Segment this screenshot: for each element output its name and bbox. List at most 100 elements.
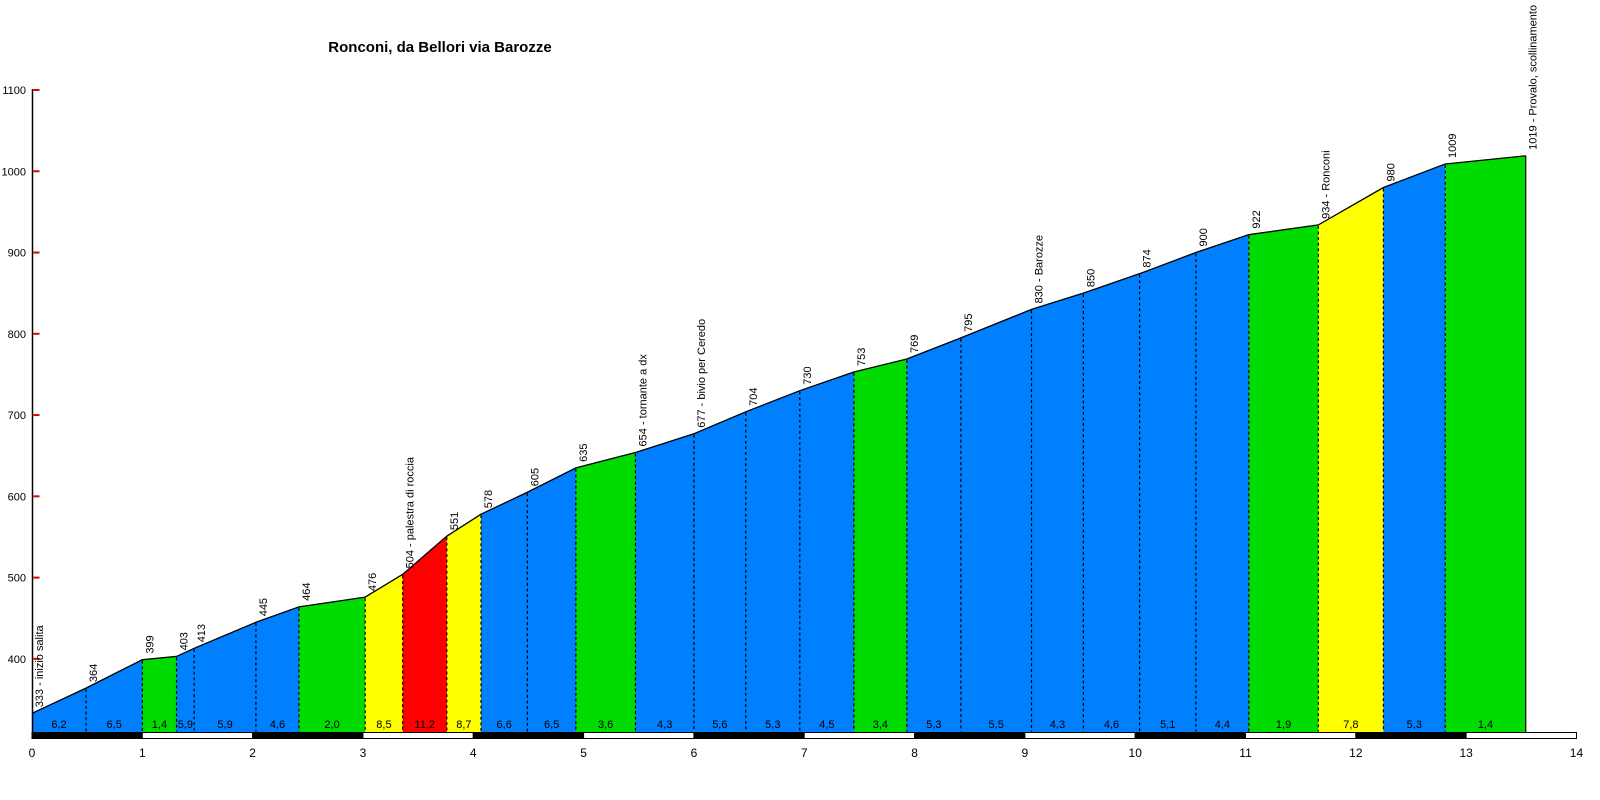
profile-segment-area: [1083, 273, 1141, 732]
y-axis-tick-label: 900: [8, 248, 26, 260]
elevation-point-label: 413: [196, 624, 208, 642]
segment-gradient-label: 5,3: [765, 719, 780, 731]
segment-gradient-label: 8,5: [376, 719, 391, 731]
km-ruler-segment: [362, 732, 474, 739]
profile-segment-area: [635, 433, 695, 732]
elevation-point-label: 635: [578, 444, 590, 462]
segment-gradient-label: 3,4: [873, 719, 888, 731]
profile-segment-area: [255, 606, 300, 732]
km-ruler-segment: [583, 732, 695, 739]
segment-gradient-label: 3,6: [598, 719, 613, 731]
profile-segment-area: [1195, 234, 1250, 732]
segment-gradient-label: 4,6: [1104, 719, 1119, 731]
x-axis-km-label: 4: [470, 746, 477, 760]
segment-gradient-label: 11,2: [414, 719, 435, 731]
profile-segment-area: [481, 492, 528, 732]
segment-gradient-label: 4,5: [819, 719, 834, 731]
elevation-point-label: 769: [909, 335, 921, 353]
profile-segment-area: [176, 648, 195, 732]
segment-gradient-label: 5,6: [712, 719, 727, 731]
profile-segment-area: [527, 467, 577, 732]
segment-gradient-label: 6,5: [107, 719, 122, 731]
profile-segment-area: [365, 574, 404, 732]
y-axis-tick-label: 800: [8, 329, 26, 341]
segment-gradient-label: 8,7: [456, 719, 471, 731]
km-ruler-segment: [252, 732, 364, 739]
km-ruler-segment: [803, 732, 916, 739]
profile-segment-area: [799, 371, 855, 732]
x-axis-km-label: 3: [360, 746, 367, 760]
profile-segment-area: [142, 656, 178, 732]
x-axis-km-label: 10: [1129, 746, 1143, 760]
km-ruler-segment: [141, 732, 254, 739]
x-axis-km-label: 7: [801, 746, 808, 760]
elevation-point-label: 704: [748, 387, 760, 405]
elevation-point-label: 980: [1385, 163, 1397, 181]
profile-segment-area: [853, 358, 908, 732]
km-ruler-segment: [472, 732, 585, 739]
x-axis-km-label: 13: [1459, 746, 1473, 760]
segment-gradient-label: 5,1: [1160, 719, 1175, 731]
km-ruler-segment: [693, 732, 805, 739]
km-ruler-segment: [1134, 732, 1247, 739]
elevation-point-label: 605: [529, 468, 541, 486]
elevation-point-label: 578: [483, 490, 495, 508]
profile-segment-area: [402, 536, 448, 732]
segment-gradient-label: 1,4: [152, 719, 167, 731]
x-axis-km-label: 12: [1349, 746, 1363, 760]
profile-segment-area: [194, 622, 257, 732]
y-axis-tick-label: 1000: [2, 166, 26, 178]
km-ruler-segment: [1355, 732, 1467, 739]
elevation-point-label: 934 - Ronconi: [1320, 150, 1332, 219]
y-axis-tick-label: 700: [8, 410, 26, 422]
elevation-point-label: 364: [88, 664, 100, 682]
segment-gradient-label: 7,8: [1343, 719, 1358, 731]
elevation-point-label: 850: [1085, 269, 1097, 287]
profile-segment-area: [693, 411, 747, 732]
profile-segment-area: [1383, 163, 1446, 732]
elevation-point-label: 445: [258, 598, 270, 616]
elevation-point-label: 1019 - Provalo, scollinamento: [1528, 5, 1540, 150]
elevation-point-label: 730: [802, 366, 814, 384]
km-ruler-segment: [1465, 732, 1577, 739]
x-axis-km-label: 11: [1239, 746, 1252, 760]
x-axis-km-label: 5: [580, 746, 587, 760]
elevation-point-label: 677 - bivio per Ceredo: [696, 319, 708, 428]
profile-segment-area: [1445, 155, 1526, 732]
x-axis-km-label: 0: [29, 746, 36, 760]
profile-segment-area: [1248, 224, 1319, 733]
elevation-point-label: 753: [856, 348, 868, 366]
elevation-point-label: 399: [144, 635, 156, 653]
segment-gradient-label: 4,3: [1050, 719, 1065, 731]
km-ruler-segment: [1024, 732, 1136, 739]
segment-gradient-label: 5,3: [1407, 719, 1422, 731]
km-ruler-segment: [31, 732, 143, 739]
segment-gradient-label: 5,9: [178, 719, 193, 731]
profile-segment-area: [1318, 187, 1385, 732]
profile-segment-area: [86, 659, 143, 732]
y-axis-tick-label: 600: [8, 491, 26, 503]
segment-gradient-label: 6,5: [544, 719, 559, 731]
profile-segment-area: [32, 688, 87, 732]
segment-gradient-label: 6,2: [51, 719, 66, 731]
profile-segment-area: [1031, 293, 1084, 732]
x-axis-km-label: 8: [911, 746, 918, 760]
elevation-point-label: 333 - inizio salita: [34, 624, 46, 707]
km-ruler-segment: [914, 732, 1026, 739]
segment-gradient-label: 6,6: [497, 719, 512, 731]
segment-gradient-label: 4,4: [1215, 719, 1230, 731]
elevation-point-label: 795: [963, 314, 975, 332]
x-axis-km-label: 1: [139, 746, 146, 760]
segment-gradient-label: 4,6: [270, 719, 285, 731]
x-axis-km-label: 14: [1570, 746, 1584, 760]
profile-segment-area: [1139, 252, 1197, 733]
elevation-point-label: 1009: [1447, 133, 1459, 157]
profile-segment-area: [960, 309, 1033, 732]
y-axis-tick-label: 1100: [2, 85, 26, 97]
elevation-point-label: 874: [1142, 249, 1154, 267]
elevation-point-label: 900: [1198, 228, 1210, 246]
profile-segment-area: [298, 597, 366, 732]
profile-segment-area: [446, 514, 482, 732]
